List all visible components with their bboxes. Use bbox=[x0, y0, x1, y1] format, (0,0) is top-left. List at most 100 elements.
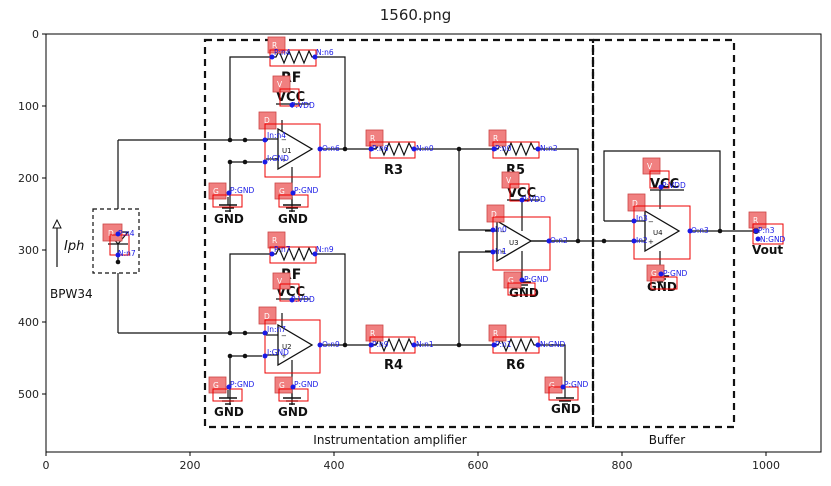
u4-label: U4 bbox=[653, 229, 663, 237]
gnd-label: GND bbox=[214, 212, 244, 226]
opamp-u4: U4 bbox=[632, 210, 680, 252]
x-tick-label: 1000 bbox=[752, 459, 780, 472]
svg-text:In1: In1 bbox=[495, 247, 507, 256]
y-tick-label: 400 bbox=[18, 316, 39, 329]
svg-text:G: G bbox=[213, 381, 219, 390]
u2-label: U2 bbox=[282, 343, 292, 351]
svg-text:N:n1: N:n1 bbox=[416, 340, 434, 349]
gnd-u1b: GND bbox=[278, 196, 308, 226]
svg-text:P:n3: P:n3 bbox=[758, 226, 775, 235]
svg-text:P:GND: P:GND bbox=[294, 380, 318, 389]
svg-text:P:GND: P:GND bbox=[294, 186, 318, 195]
y-tick-label: 100 bbox=[18, 100, 39, 113]
svg-text:G: G bbox=[213, 187, 219, 196]
r4-label: R4 bbox=[384, 358, 403, 373]
gnd-label: GND bbox=[551, 402, 581, 416]
svg-text:P:GND: P:GND bbox=[663, 269, 687, 278]
x-tick-label: 0 bbox=[43, 459, 50, 472]
x-tick-label: 400 bbox=[324, 459, 345, 472]
svg-text:P:VDD: P:VDD bbox=[522, 195, 546, 204]
gnd-label: GND bbox=[647, 280, 677, 294]
y-axis: 0 100 200 300 400 500 bbox=[18, 28, 46, 401]
svg-text:R: R bbox=[493, 329, 498, 338]
svg-text:G: G bbox=[279, 381, 285, 390]
svg-text:O:n6: O:n6 bbox=[322, 144, 340, 153]
svg-text:O:n2: O:n2 bbox=[550, 236, 568, 245]
buffer-label: Buffer bbox=[649, 433, 685, 447]
svg-text:R: R bbox=[272, 41, 277, 50]
svg-text:N:n6: N:n6 bbox=[316, 48, 334, 57]
svg-text:P:VDD: P:VDD bbox=[291, 295, 315, 304]
svg-text:In:n4: In:n4 bbox=[267, 131, 286, 140]
svg-text:P:VDD: P:VDD bbox=[291, 101, 315, 110]
svg-text:I:GND: I:GND bbox=[267, 154, 289, 163]
svg-text:P:VDD: P:VDD bbox=[662, 181, 686, 190]
svg-text:V: V bbox=[506, 176, 512, 185]
svg-text:P:n4: P:n4 bbox=[118, 229, 135, 238]
y-tick-label: 500 bbox=[18, 388, 39, 401]
svg-text:R: R bbox=[753, 216, 758, 225]
svg-text:N:GND: N:GND bbox=[540, 340, 566, 349]
svg-text:G: G bbox=[651, 269, 657, 278]
svg-text:R: R bbox=[272, 236, 277, 245]
svg-text:G: G bbox=[549, 381, 555, 390]
vout-label: Vout bbox=[752, 243, 783, 257]
opamp-u2: U2 bbox=[265, 324, 313, 366]
svg-text:V: V bbox=[277, 277, 283, 286]
gnd-u2b: GND bbox=[278, 389, 308, 419]
svg-text:V: V bbox=[277, 80, 283, 89]
svg-text:D: D bbox=[632, 199, 638, 208]
figure-title: 1560.png bbox=[379, 6, 452, 24]
svg-text:I:GND: I:GND bbox=[267, 348, 289, 357]
svg-text:P:GND: P:GND bbox=[564, 380, 588, 389]
top-branch-wiring bbox=[118, 56, 579, 242]
gnd-label: GND bbox=[278, 212, 308, 226]
gnd-u1a: GND bbox=[214, 196, 244, 226]
svg-text:D: D bbox=[264, 312, 270, 321]
svg-text:D: D bbox=[108, 229, 114, 238]
y-tick-label: 300 bbox=[18, 244, 39, 257]
gnd-label: GND bbox=[278, 405, 308, 419]
svg-text:P:n0: P:n0 bbox=[495, 144, 512, 153]
svg-text:P:n1: P:n1 bbox=[495, 340, 512, 349]
gnd-u4: GND bbox=[647, 267, 677, 294]
svg-text:R: R bbox=[370, 329, 375, 338]
svg-text:N:n2: N:n2 bbox=[540, 144, 558, 153]
svg-text:P:GND: P:GND bbox=[230, 186, 254, 195]
instrumentation-box bbox=[203, 38, 595, 429]
gnd-label: GND bbox=[214, 405, 244, 419]
svg-text:P:n6: P:n6 bbox=[372, 144, 389, 153]
x-tick-label: 600 bbox=[468, 459, 489, 472]
svg-text:G: G bbox=[508, 276, 514, 285]
y-tick-label: 0 bbox=[32, 28, 39, 41]
bottom-branch-wiring bbox=[118, 251, 566, 405]
svg-text:V: V bbox=[647, 162, 653, 171]
svg-text:O:n3: O:n3 bbox=[691, 226, 709, 235]
svg-text:P:n4: P:n4 bbox=[274, 48, 291, 57]
u3-label: U3 bbox=[509, 239, 519, 247]
x-axis: 0 200 400 600 800 1000 bbox=[43, 452, 780, 472]
svg-text:In3: In3 bbox=[636, 214, 648, 223]
opamp-u3: U3 bbox=[484, 220, 532, 262]
gnd-u2a: GND bbox=[214, 389, 244, 419]
gnd-label: GND bbox=[509, 286, 539, 300]
svg-text:In:n7: In:n7 bbox=[267, 325, 286, 334]
image-frame bbox=[45, 33, 822, 453]
x-tick-label: 200 bbox=[180, 459, 201, 472]
svg-text:R: R bbox=[370, 134, 375, 143]
opamp-u1: U1 bbox=[265, 128, 313, 170]
svg-text:N:n9: N:n9 bbox=[316, 245, 334, 254]
photocurrent-label: Iph bbox=[64, 239, 84, 254]
svg-text:N:n7: N:n7 bbox=[118, 249, 136, 258]
svg-text:D: D bbox=[264, 116, 270, 125]
svg-text:G: G bbox=[279, 187, 285, 196]
junction-dots bbox=[115, 137, 723, 359]
instrumentation-label: Instrumentation amplifier bbox=[313, 433, 466, 447]
svg-text:N:GND: N:GND bbox=[760, 235, 786, 244]
svg-text:N:n0: N:n0 bbox=[416, 144, 434, 153]
svg-text:P:GND: P:GND bbox=[524, 275, 548, 284]
svg-text:P:n9: P:n9 bbox=[372, 340, 389, 349]
u1-label: U1 bbox=[282, 147, 292, 155]
vcc-u1-label: VCC bbox=[276, 90, 305, 105]
